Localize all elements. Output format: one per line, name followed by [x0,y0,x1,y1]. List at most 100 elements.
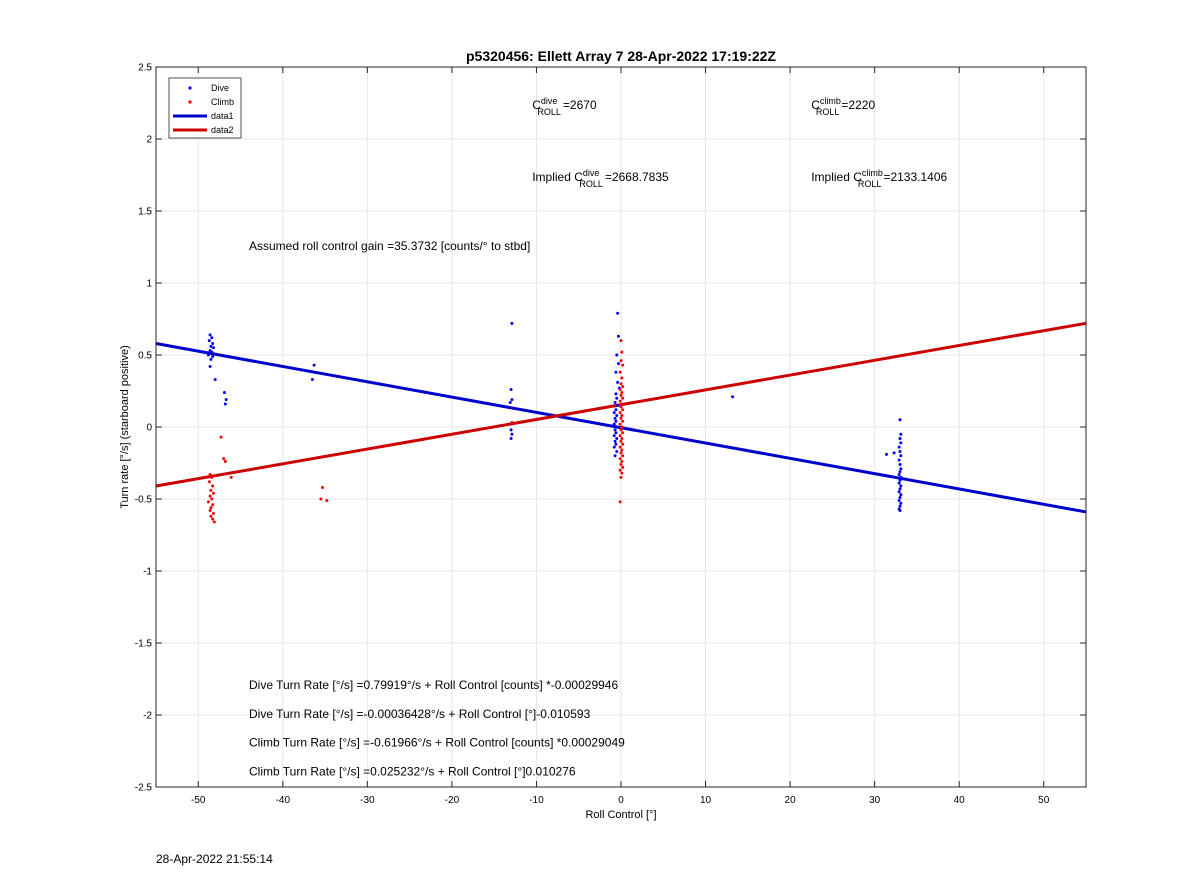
point-dive [897,473,901,477]
point-dive [898,462,902,466]
point-climb [618,422,622,426]
point-dive [897,445,901,449]
point-climb [325,498,329,502]
point-climb [620,390,624,394]
print-timestamp: 28-Apr-2022 21:55:14 [156,852,273,866]
x-tick-label: -10 [529,795,544,806]
y-tick-label: 0 [146,423,152,434]
legend-label: Dive [211,83,229,93]
y-tick-label: 0.5 [138,351,152,362]
point-dive [899,501,903,505]
point-dive [614,408,618,412]
point-dive [615,413,619,417]
point-dive [616,380,620,384]
point-climb [209,514,213,518]
point-climb [222,457,226,461]
point-dive [310,377,314,381]
point-dive [206,353,210,357]
point-climb [619,382,623,386]
y-tick-label: 2 [146,135,152,146]
point-dive [899,493,903,497]
point-dive [613,439,617,443]
point-climb [621,431,625,435]
x-tick-label: -30 [360,795,375,806]
point-climb [211,511,215,515]
legend-label: data1 [211,111,234,121]
point-climb [208,494,212,498]
point-climb [207,480,211,484]
point-climb [211,517,215,521]
annotation-eq4: Climb Turn Rate [°/s] =0.025232°/s + Rol… [249,764,576,778]
point-climb [618,434,622,438]
point-dive [616,403,620,407]
point-climb [510,421,514,425]
x-tick-label: -40 [276,795,291,806]
point-dive [615,425,619,429]
point-climb [621,454,625,458]
point-climb [319,497,323,501]
legend-marker-climb [188,100,192,104]
point-climb [321,485,325,489]
point-climb [621,396,625,400]
y-tick-label: 1 [146,279,152,290]
x-tick-label: 40 [954,795,966,806]
point-climb [620,376,624,380]
annotation-cclimb: Cclimb ROLL =2220 [811,96,875,117]
point-dive [613,416,617,420]
x-axis-label: Roll Control [°] [585,809,656,821]
point-dive [898,487,902,491]
point-dive [884,452,888,456]
point-climb [618,399,622,403]
point-climb [619,439,623,443]
point-dive [509,437,513,441]
point-dive [613,454,617,458]
point-dive [898,449,902,453]
legend: Dive Climb data1 data2 [168,77,242,139]
point-dive [898,504,902,508]
point-dive [613,401,617,405]
point-climb [209,506,213,510]
point-climb [211,491,215,495]
point-dive [615,437,619,441]
point-climb [619,475,623,479]
point-climb [620,425,624,429]
point-climb [618,388,622,392]
point-dive [899,475,903,479]
point-dive [209,357,213,361]
legend-marker-dive [188,86,192,90]
point-climb [619,339,623,343]
point-dive [510,398,514,402]
point-dive [510,432,514,436]
point-dive [898,418,902,422]
point-climb [618,457,622,461]
point-dive [892,451,896,455]
point-dive [899,467,903,471]
point-climb [223,460,227,464]
point-dive [614,431,618,435]
y-tick-label: -0.5 [135,495,153,506]
point-climb [206,500,210,504]
point-dive [899,432,903,436]
point-climb [211,484,215,488]
point-dive [616,362,620,366]
x-tick-label: 10 [700,795,712,806]
x-tick-label: -50 [191,795,206,806]
point-dive [615,449,619,453]
point-climb [620,437,624,441]
point-dive [897,490,901,494]
point-climb [618,500,622,504]
point-dive [614,419,618,423]
point-dive [312,363,316,367]
point-climb [619,393,623,397]
point-dive [898,437,902,441]
annotation-cdive: Cdive ROLL =2670 [532,96,597,117]
x-tick-label: 50 [1038,795,1050,806]
point-dive [897,458,901,462]
point-climb [620,448,624,452]
point-dive [898,478,902,482]
point-dive [614,442,618,446]
point-climb [621,465,625,469]
point-climb [618,445,622,449]
point-dive [224,398,228,402]
